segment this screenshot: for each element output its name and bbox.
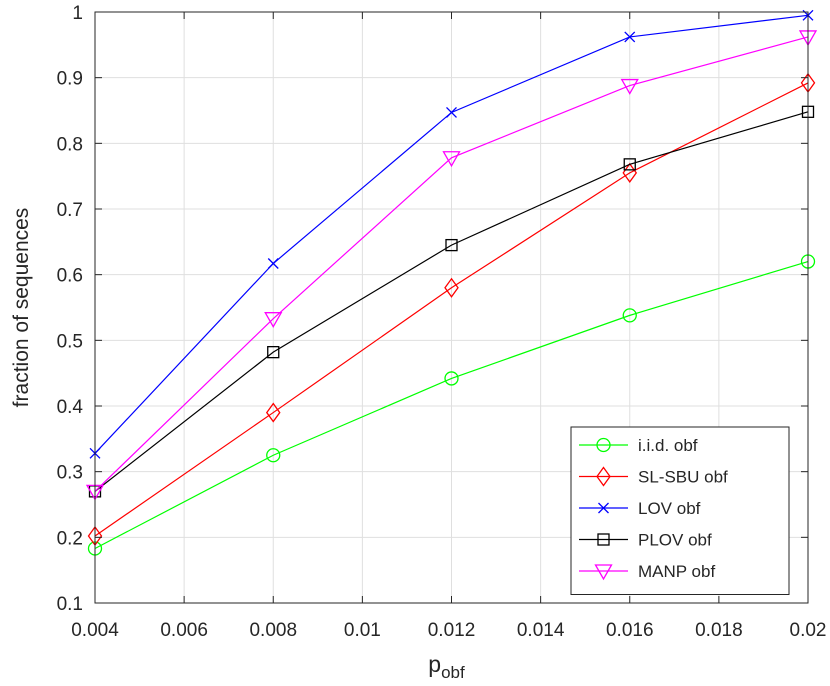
y-tick-label: 0.3 <box>57 463 83 484</box>
legend-item: SL-SBU obf <box>579 466 728 487</box>
legend-label: i.i.d. obf <box>638 436 698 455</box>
legend-item: PLOV obf <box>579 531 712 550</box>
x-marker-stroke <box>267 258 279 269</box>
x-tick-label: 0.008 <box>249 620 297 641</box>
y-tick-label: 0.5 <box>57 331 83 352</box>
data-point <box>446 107 457 118</box>
x-tick-label: 0.016 <box>606 620 654 641</box>
legend-label: PLOV obf <box>638 531 712 550</box>
data-point <box>624 31 636 43</box>
x-marker-stroke <box>598 502 609 514</box>
data-point <box>265 402 281 423</box>
legend-swatch-marker <box>594 564 613 581</box>
grid-lines <box>94 11 809 604</box>
data-point <box>267 346 280 359</box>
data-point <box>623 158 636 171</box>
y-tick-label: 0.1 <box>57 594 83 615</box>
data-point <box>445 238 458 252</box>
legend-label: MANP obf <box>638 562 715 581</box>
x-tick-label: 0.02 <box>790 620 827 641</box>
x-marker-stroke <box>624 31 636 43</box>
x-tick-label: 0.01 <box>344 620 381 641</box>
legend-swatch-marker <box>596 466 611 487</box>
y-tick-label: 0.8 <box>57 134 83 155</box>
legend-box <box>570 426 790 595</box>
x-tick-label: 0.004 <box>71 620 119 641</box>
x-tick-label: 0.006 <box>160 620 208 641</box>
data-point <box>444 371 459 386</box>
legend-swatch-marker <box>598 502 609 514</box>
x-tick-label: 0.014 <box>517 620 565 641</box>
y-tick-label: 0.2 <box>57 528 83 549</box>
legend-item: LOV obf <box>579 499 701 518</box>
data-point <box>264 312 283 328</box>
y-tick-label: 0.6 <box>57 266 83 287</box>
axis-ticks <box>94 11 809 604</box>
legend-label: SL-SBU obf <box>638 468 728 487</box>
y-tick-labels: 0.1 0.2 0.3 0.4 0.5 0.6 0.7 0.8 0.9 1 <box>57 3 84 615</box>
legend-item: MANP obf <box>579 562 715 581</box>
y-tick-label: 0.9 <box>57 69 83 90</box>
data-point <box>620 78 639 95</box>
series-line <box>94 36 809 492</box>
legend-swatch-marker <box>597 533 610 546</box>
y-axis-label: fraction of sequences <box>10 208 33 408</box>
legend-label: LOV obf <box>638 499 701 518</box>
series-line <box>94 260 809 550</box>
series-line <box>94 82 809 537</box>
data-point <box>266 448 281 463</box>
x-marker-stroke <box>446 107 457 118</box>
legend-item: i.i.d. obf <box>579 436 698 455</box>
data-point <box>442 151 461 168</box>
x-tick-label: 0.012 <box>428 620 476 641</box>
x-tick-label: 0.018 <box>695 620 743 641</box>
data-point <box>444 277 459 298</box>
series-line <box>94 111 809 492</box>
legend: i.i.d. obf SL-SBU obf LOV obf PLOV obf MANP … <box>570 426 790 595</box>
data-point <box>622 308 637 323</box>
x-tick-labels: 0.004 0.006 0.008 0.01 0.012 0.014 0.016 0.018 0… <box>71 620 826 641</box>
legend-swatch-marker <box>596 437 611 453</box>
series-layer <box>85 9 818 556</box>
y-tick-label: 1 <box>72 3 83 24</box>
series-2 <box>89 9 814 459</box>
x-axis-label: pobf <box>428 651 465 682</box>
y-tick-label: 0.4 <box>57 397 84 418</box>
data-point <box>267 258 279 269</box>
y-tick-label: 0.7 <box>57 200 83 221</box>
